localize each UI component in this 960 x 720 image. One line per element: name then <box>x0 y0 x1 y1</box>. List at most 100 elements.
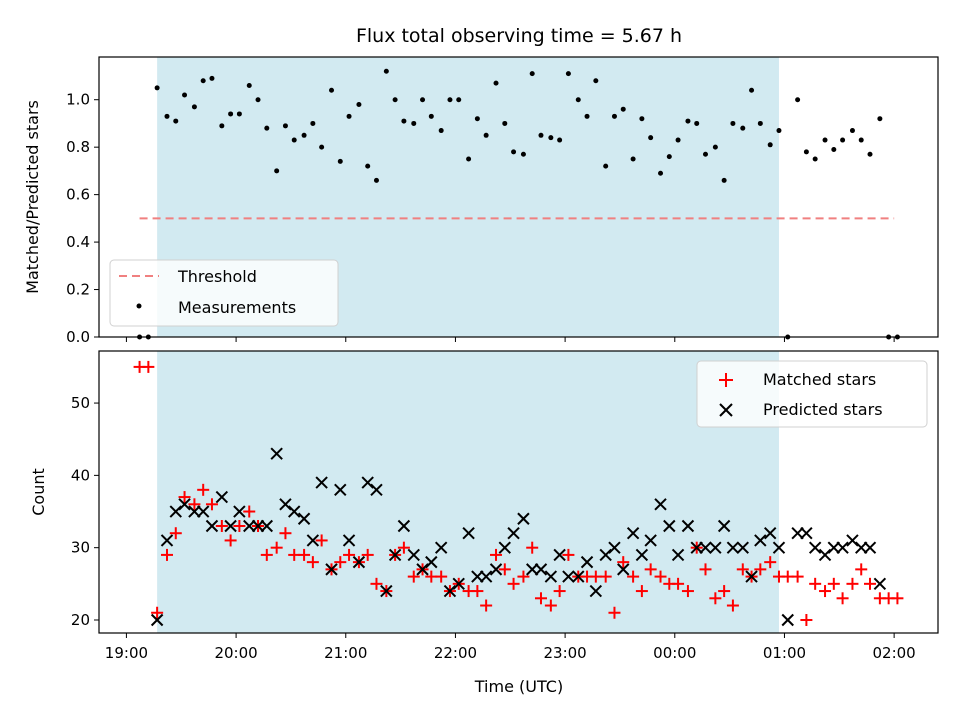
measurement-point <box>301 132 307 138</box>
x-tick-label: 23:00 <box>543 644 586 662</box>
matched-star-point <box>836 592 849 605</box>
measurement-point <box>611 113 617 119</box>
measurement-point <box>373 177 379 183</box>
measurement-point <box>822 137 828 143</box>
predicted-star-point <box>288 505 301 518</box>
predicted-star-point <box>846 534 859 547</box>
measurement-point <box>840 137 846 143</box>
matched-star-point <box>644 563 657 576</box>
matched-star-point <box>809 577 822 590</box>
matched-star-point <box>160 548 173 561</box>
predicted-star-point <box>781 613 794 627</box>
measurement-point <box>411 120 417 126</box>
measurement-point <box>849 128 855 134</box>
x-tick-label: 21:00 <box>324 644 367 662</box>
measurement-point <box>529 71 535 77</box>
predicted-star-point <box>397 519 411 533</box>
measurement-point <box>603 163 609 169</box>
measurement-point <box>730 120 736 126</box>
predicted-star-point <box>663 519 676 533</box>
matched-star-point <box>635 585 648 598</box>
predicted-star-point <box>572 570 585 583</box>
matched-star-point <box>764 556 777 569</box>
x-tick-label: 20:00 <box>214 644 257 662</box>
measurement-point <box>236 111 242 117</box>
predicted-star-point <box>800 527 813 540</box>
measurement-point <box>246 82 252 88</box>
predicted-star-point <box>763 527 777 540</box>
ratio-panel: 0.0 0.2 0.4 0.6 0.8 1.0 Matched/Predicted sta… <box>23 56 939 346</box>
predicted-star-point <box>498 541 511 554</box>
count-legend-box <box>696 360 928 428</box>
matched-star-point <box>343 548 356 561</box>
predicted-star-point <box>690 541 703 554</box>
measurement-point <box>474 116 480 122</box>
matched-star-point <box>397 541 410 554</box>
predicted-star-point <box>462 527 475 540</box>
matched-star-point <box>681 585 694 598</box>
measurement-point <box>511 149 517 155</box>
matched-star-point <box>726 599 739 612</box>
predicted-star-point <box>608 541 621 554</box>
predicted-star-point <box>334 483 347 497</box>
matched-star-point <box>534 592 547 605</box>
predicted-star-point <box>827 541 841 554</box>
matched-star-point <box>205 498 218 511</box>
ratio-y-axis-label: Matched/Predicted stars <box>23 100 42 294</box>
matched-star-point <box>718 585 731 598</box>
count-y-axis-label: Count <box>29 468 48 516</box>
legend-predicted-swatch <box>719 403 733 417</box>
matched-star-point <box>672 577 685 590</box>
predicted-star-point <box>342 534 356 547</box>
matched-star-point <box>334 556 347 569</box>
predicted-star-point <box>205 519 219 533</box>
ratio-y-tick-label: 0.2 <box>66 281 90 299</box>
matched-star-point <box>544 599 557 612</box>
x-tick-label: 02:00 <box>873 644 916 662</box>
measurement-point <box>795 97 801 103</box>
measurement-point <box>867 151 873 157</box>
predicted-star-point <box>315 476 328 489</box>
measurement-point <box>447 97 453 103</box>
measurement-point <box>877 116 883 122</box>
predicted-star-point <box>260 519 274 533</box>
predicted-star-point <box>599 548 612 562</box>
measurement-point <box>666 154 672 160</box>
matched-star-point <box>507 577 520 590</box>
measurement-point <box>438 128 444 134</box>
predicted-star-point <box>188 505 201 518</box>
matched-star-point <box>553 585 566 598</box>
measurement-point <box>255 97 261 103</box>
x-tick-label: 19:00 <box>105 644 148 662</box>
measurement-point <box>548 135 554 141</box>
predicted-star-point <box>233 505 246 518</box>
matched-star-point <box>142 360 155 373</box>
measurement-point <box>721 177 727 183</box>
matched-star-point <box>800 613 813 626</box>
measurement-point <box>767 142 773 148</box>
measurement-point <box>749 87 755 93</box>
predicted-star-point <box>580 555 594 569</box>
count-x-ticks: 19:00 20:00 21:00 22:00 23:00 00:00 01:00 02:00 <box>105 633 916 662</box>
predicted-star-point <box>361 476 374 489</box>
measurement-point <box>685 118 691 124</box>
ratio-y-tick-label: 0.8 <box>66 138 90 156</box>
measurement-point <box>428 113 434 119</box>
measurement-point <box>803 149 809 155</box>
predicted-star-point <box>243 519 256 533</box>
ratio-legend: Threshold Measurements <box>109 259 339 327</box>
matched-star-point <box>517 570 530 583</box>
matched-star-point <box>435 570 448 583</box>
predicted-star-point <box>306 534 320 547</box>
measurement-point <box>620 106 626 112</box>
measurement-point <box>575 97 581 103</box>
measurement-point <box>392 97 398 103</box>
legend-matched-swatch <box>719 373 733 387</box>
measurement-point <box>154 85 160 91</box>
matched-star-point <box>188 498 201 511</box>
predicted-star-point <box>717 519 731 533</box>
predicted-star-point <box>544 570 558 583</box>
count-y-ticks: 20 30 40 50 <box>71 394 99 629</box>
matched-star-point <box>562 548 575 561</box>
